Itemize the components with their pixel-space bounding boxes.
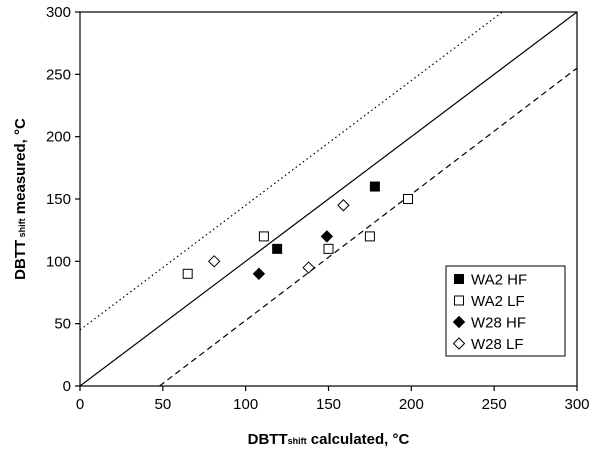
y-tick-label: 250 <box>46 66 71 83</box>
legend-label-wa2-hf: WA2 HF <box>471 272 527 289</box>
x-tick-label: 200 <box>399 396 424 413</box>
point-wa2-lf <box>258 231 269 242</box>
legend-marker-w28-hf <box>452 315 466 329</box>
point-wa2-hf <box>272 243 283 254</box>
point-w28-lf <box>207 255 221 268</box>
y-tick-label: 0 <box>63 378 71 395</box>
y-tick-label: 100 <box>46 253 71 270</box>
x-tick-label: 0 <box>76 396 84 413</box>
legend-marker-wa2-hf <box>454 274 464 284</box>
legend-label-w28-hf: W28 HF <box>471 315 526 332</box>
legend-marker-w28-lf <box>452 337 466 350</box>
reference-lines <box>80 12 577 386</box>
axis-ticks: 0 50 100 150 200 250 300 0 50 100 150 200 250 300 <box>46 4 590 413</box>
x-tick-label: 150 <box>316 396 341 413</box>
legend-marker-wa2-lf <box>454 295 464 306</box>
point-w28-lf <box>337 199 350 212</box>
y-tick-label: 300 <box>46 4 71 21</box>
x-tick-label: 250 <box>482 396 507 413</box>
data-points <box>182 181 414 281</box>
legend-label-w28-lf: W28 LF <box>471 336 524 353</box>
y-axis-title: DBTT shift measured, °C <box>12 118 29 280</box>
x-tick-label: 300 <box>564 396 589 413</box>
reference-line-dotted <box>80 12 503 331</box>
x-tick-label: 50 <box>154 396 171 413</box>
y-tick-label: 50 <box>54 316 71 333</box>
point-w28-hf <box>252 267 266 281</box>
legend-box <box>445 265 566 357</box>
legend-label-wa2-lf: WA2 LF <box>471 293 525 310</box>
legend: WA2 HF WA2 LF W28 HF W28 LF <box>445 265 566 357</box>
point-w28-hf <box>320 230 334 243</box>
reference-line-solid <box>80 12 577 386</box>
point-wa2-lf <box>182 268 193 279</box>
point-wa2-lf <box>323 243 334 254</box>
point-wa2-hf <box>369 181 380 192</box>
x-tick-label: 100 <box>233 396 258 413</box>
point-w28-lf <box>302 261 315 274</box>
point-wa2-lf <box>364 231 375 242</box>
x-axis-title: DBTTshift calculated, °C <box>248 431 410 448</box>
y-tick-label: 200 <box>46 129 71 146</box>
point-wa2-lf <box>403 194 414 204</box>
reference-line-dashed <box>159 67 577 386</box>
y-tick-label: 150 <box>46 191 71 208</box>
